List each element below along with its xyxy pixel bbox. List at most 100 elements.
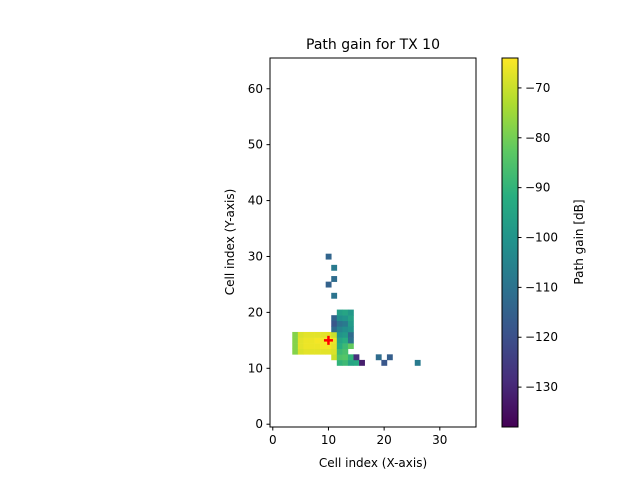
colorbar xyxy=(501,57,519,428)
heatmap-cell xyxy=(331,264,338,271)
heatmap-cell xyxy=(386,354,393,361)
heatmap-cell xyxy=(320,343,326,350)
heatmap-cell xyxy=(336,359,343,366)
colorbar-tick-label: −70 xyxy=(525,81,550,95)
colorbar-tick-label: −120 xyxy=(525,330,558,344)
heatmap-cell xyxy=(331,326,338,333)
heatmap-cell xyxy=(297,348,304,355)
heatmap-cell xyxy=(314,343,321,350)
heatmap-cell xyxy=(336,348,343,355)
x-tick-label: 10 xyxy=(321,433,336,447)
colorbar-ticks: −70 −80 −90 −100 −110 −120 −130 xyxy=(518,81,558,394)
y-axis-label: Cell index (Y-axis) xyxy=(223,189,237,296)
heatmap-cell xyxy=(347,354,354,361)
heatmap-cell xyxy=(336,354,343,361)
x-axis-label: Cell index (X-axis) xyxy=(319,456,427,470)
heatmap-cell xyxy=(347,343,354,350)
heatmap-cell xyxy=(292,348,299,355)
heatmap-cell xyxy=(414,359,421,366)
y-tick-label: 20 xyxy=(248,305,263,319)
plot-frame xyxy=(269,57,477,428)
heatmap-cell xyxy=(303,348,310,355)
heatmap-cell xyxy=(303,343,310,350)
heatmap-cell xyxy=(331,331,338,338)
heatmap-cell xyxy=(292,337,299,344)
heatmap-cell xyxy=(353,359,360,366)
heatmap-cell xyxy=(292,331,299,338)
chart-title: Path gain for TX 10 xyxy=(306,37,440,53)
heatmap-cell xyxy=(308,337,315,344)
heatmap-cell xyxy=(347,331,354,338)
heatmap-cell xyxy=(381,359,388,366)
heatmap-cell xyxy=(331,320,338,327)
heatmap-cell xyxy=(347,309,354,316)
x-axis-ticks: 0 10 20 30 xyxy=(269,427,447,447)
heatmap-cell xyxy=(342,315,349,322)
heatmap-cell xyxy=(297,337,304,344)
heatmap-cell xyxy=(331,337,338,344)
heatmap-cell xyxy=(314,348,321,355)
heatmap-cell xyxy=(325,343,332,350)
heatmap-cell xyxy=(314,331,321,338)
heatmap-cell xyxy=(308,331,315,338)
heatmap-cell xyxy=(331,343,338,350)
heatmap-cell xyxy=(320,348,326,355)
heatmap-cell xyxy=(331,315,338,322)
x-tick-label: 30 xyxy=(432,433,447,447)
x-tick-label: 20 xyxy=(376,433,391,447)
heatmap-cell xyxy=(331,276,338,282)
heatmap-cell xyxy=(308,343,315,350)
heatmap-cell xyxy=(331,292,338,299)
transmitter-marker xyxy=(323,335,333,345)
colorbar-tick-label: −130 xyxy=(525,380,558,394)
heatmap-cell xyxy=(359,359,365,366)
heatmap-cell xyxy=(297,343,304,350)
heatmap-cell xyxy=(342,348,349,355)
y-tick-label: 0 xyxy=(255,417,263,431)
y-tick-label: 10 xyxy=(248,361,263,375)
heatmap-cell xyxy=(342,343,349,350)
y-tick-label: 40 xyxy=(248,194,263,208)
heatmap-cell xyxy=(331,348,338,355)
y-tick-label: 60 xyxy=(248,82,263,96)
heatmap-cell xyxy=(336,331,343,338)
colorbar-tick-label: −110 xyxy=(525,280,558,294)
heatmap-cell xyxy=(303,331,310,338)
colorbar-tick-label: −100 xyxy=(525,231,558,245)
heatmap-cells xyxy=(292,253,421,366)
heatmap-cell xyxy=(320,337,326,344)
heatmap-cell xyxy=(347,359,354,366)
heatmap-cell xyxy=(342,354,349,361)
heatmap-cell xyxy=(342,337,349,344)
heatmap-cell xyxy=(325,331,332,338)
colorbar-tick-label: −90 xyxy=(525,181,550,195)
colorbar-tick-label: −80 xyxy=(525,131,550,145)
heatmap-cell xyxy=(336,315,343,322)
heatmap-cell xyxy=(336,343,343,350)
heatmap-cell xyxy=(325,348,332,355)
heatmap-cell xyxy=(342,309,349,316)
heatmap-cell xyxy=(297,331,304,338)
heatmap-cell xyxy=(342,359,349,366)
heatmap-cell xyxy=(347,326,354,333)
y-tick-label: 30 xyxy=(248,249,263,263)
heatmap-cell xyxy=(347,320,354,327)
heatmap-cell xyxy=(353,354,360,361)
heatmap-cell xyxy=(325,281,332,288)
heatmap-cell xyxy=(336,326,343,333)
heatmap-cell xyxy=(347,315,354,322)
heatmap-cell xyxy=(325,253,332,260)
x-tick-label: 0 xyxy=(269,433,277,447)
heatmap-cell xyxy=(375,354,382,361)
heatmap-cell xyxy=(292,343,299,350)
y-axis-ticks: 0 10 20 30 40 50 60 xyxy=(248,82,270,431)
heatmap-cell xyxy=(336,320,343,327)
heatmap-cell xyxy=(320,331,326,338)
colorbar-label: Path gain [dB] xyxy=(572,199,586,284)
heatmap-cell xyxy=(303,337,310,344)
heatmap-cell xyxy=(342,331,349,338)
heatmap-cell xyxy=(331,354,338,361)
y-tick-label: 50 xyxy=(248,138,263,152)
heatmap-cell xyxy=(336,309,343,316)
